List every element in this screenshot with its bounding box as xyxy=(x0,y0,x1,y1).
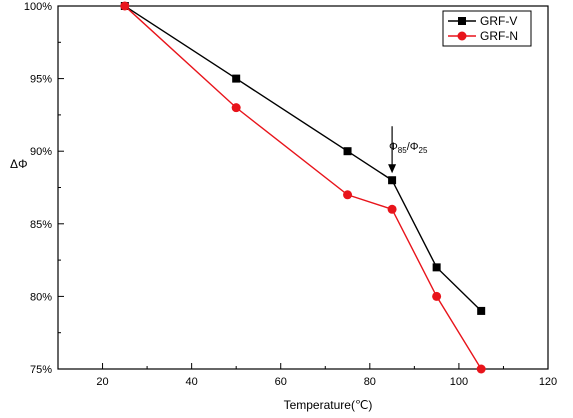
series-line xyxy=(124,5,482,370)
series-grf-v xyxy=(120,2,486,315)
annotation-sub-den: 25 xyxy=(419,146,428,155)
annotation-arrowhead xyxy=(388,164,397,174)
series-layer xyxy=(120,1,486,374)
data-point xyxy=(343,190,353,200)
series-grf-n xyxy=(120,1,486,374)
x-tick-label: 120 xyxy=(539,376,557,388)
y-axis-title: ΔΦ xyxy=(10,157,28,171)
x-tick-label: 60 xyxy=(275,376,287,388)
axis-ticks xyxy=(57,5,549,370)
series-line xyxy=(124,5,482,312)
data-point xyxy=(387,204,397,214)
y-tick-label: 85% xyxy=(30,219,52,231)
data-point xyxy=(120,1,130,11)
legend-label: GRF-V xyxy=(480,14,517,28)
y-tick-label: 95% xyxy=(30,74,52,86)
data-point xyxy=(432,263,441,272)
legend-item: GRF-V xyxy=(448,14,517,28)
x-tick-label: 20 xyxy=(96,376,108,388)
legend-marker xyxy=(457,31,467,41)
legend-marker xyxy=(458,17,466,25)
x-tick-label: 40 xyxy=(186,376,198,388)
legend-box xyxy=(442,10,532,47)
data-point xyxy=(477,306,486,315)
annotation-sub-num: 85 xyxy=(398,146,407,155)
legend-label: GRF-N xyxy=(480,29,518,43)
y-tick-label: 90% xyxy=(30,146,52,158)
legend-item: GRF-N xyxy=(448,29,518,43)
plot-frame xyxy=(57,5,549,370)
x-axis-title: Temperature(℃) xyxy=(284,398,373,412)
annotation: Φ85/Φ25 xyxy=(388,126,428,174)
y-tick-label: 75% xyxy=(30,364,52,376)
data-point xyxy=(231,103,241,113)
data-point xyxy=(476,364,486,374)
x-tick-label: 100 xyxy=(450,376,468,388)
y-tick-label: 80% xyxy=(30,291,52,303)
axis-tick-labels: 20 40 60 80 100 120 75% 80% 85% 90% 95% 100% xyxy=(24,1,557,388)
data-point xyxy=(343,147,352,156)
data-point xyxy=(388,176,397,185)
x-tick-label: 80 xyxy=(364,376,376,388)
data-point xyxy=(232,74,241,83)
data-point xyxy=(432,291,442,301)
y-tick-label: 100% xyxy=(24,1,52,13)
annotation-label: Φ85/Φ25 xyxy=(389,141,428,155)
